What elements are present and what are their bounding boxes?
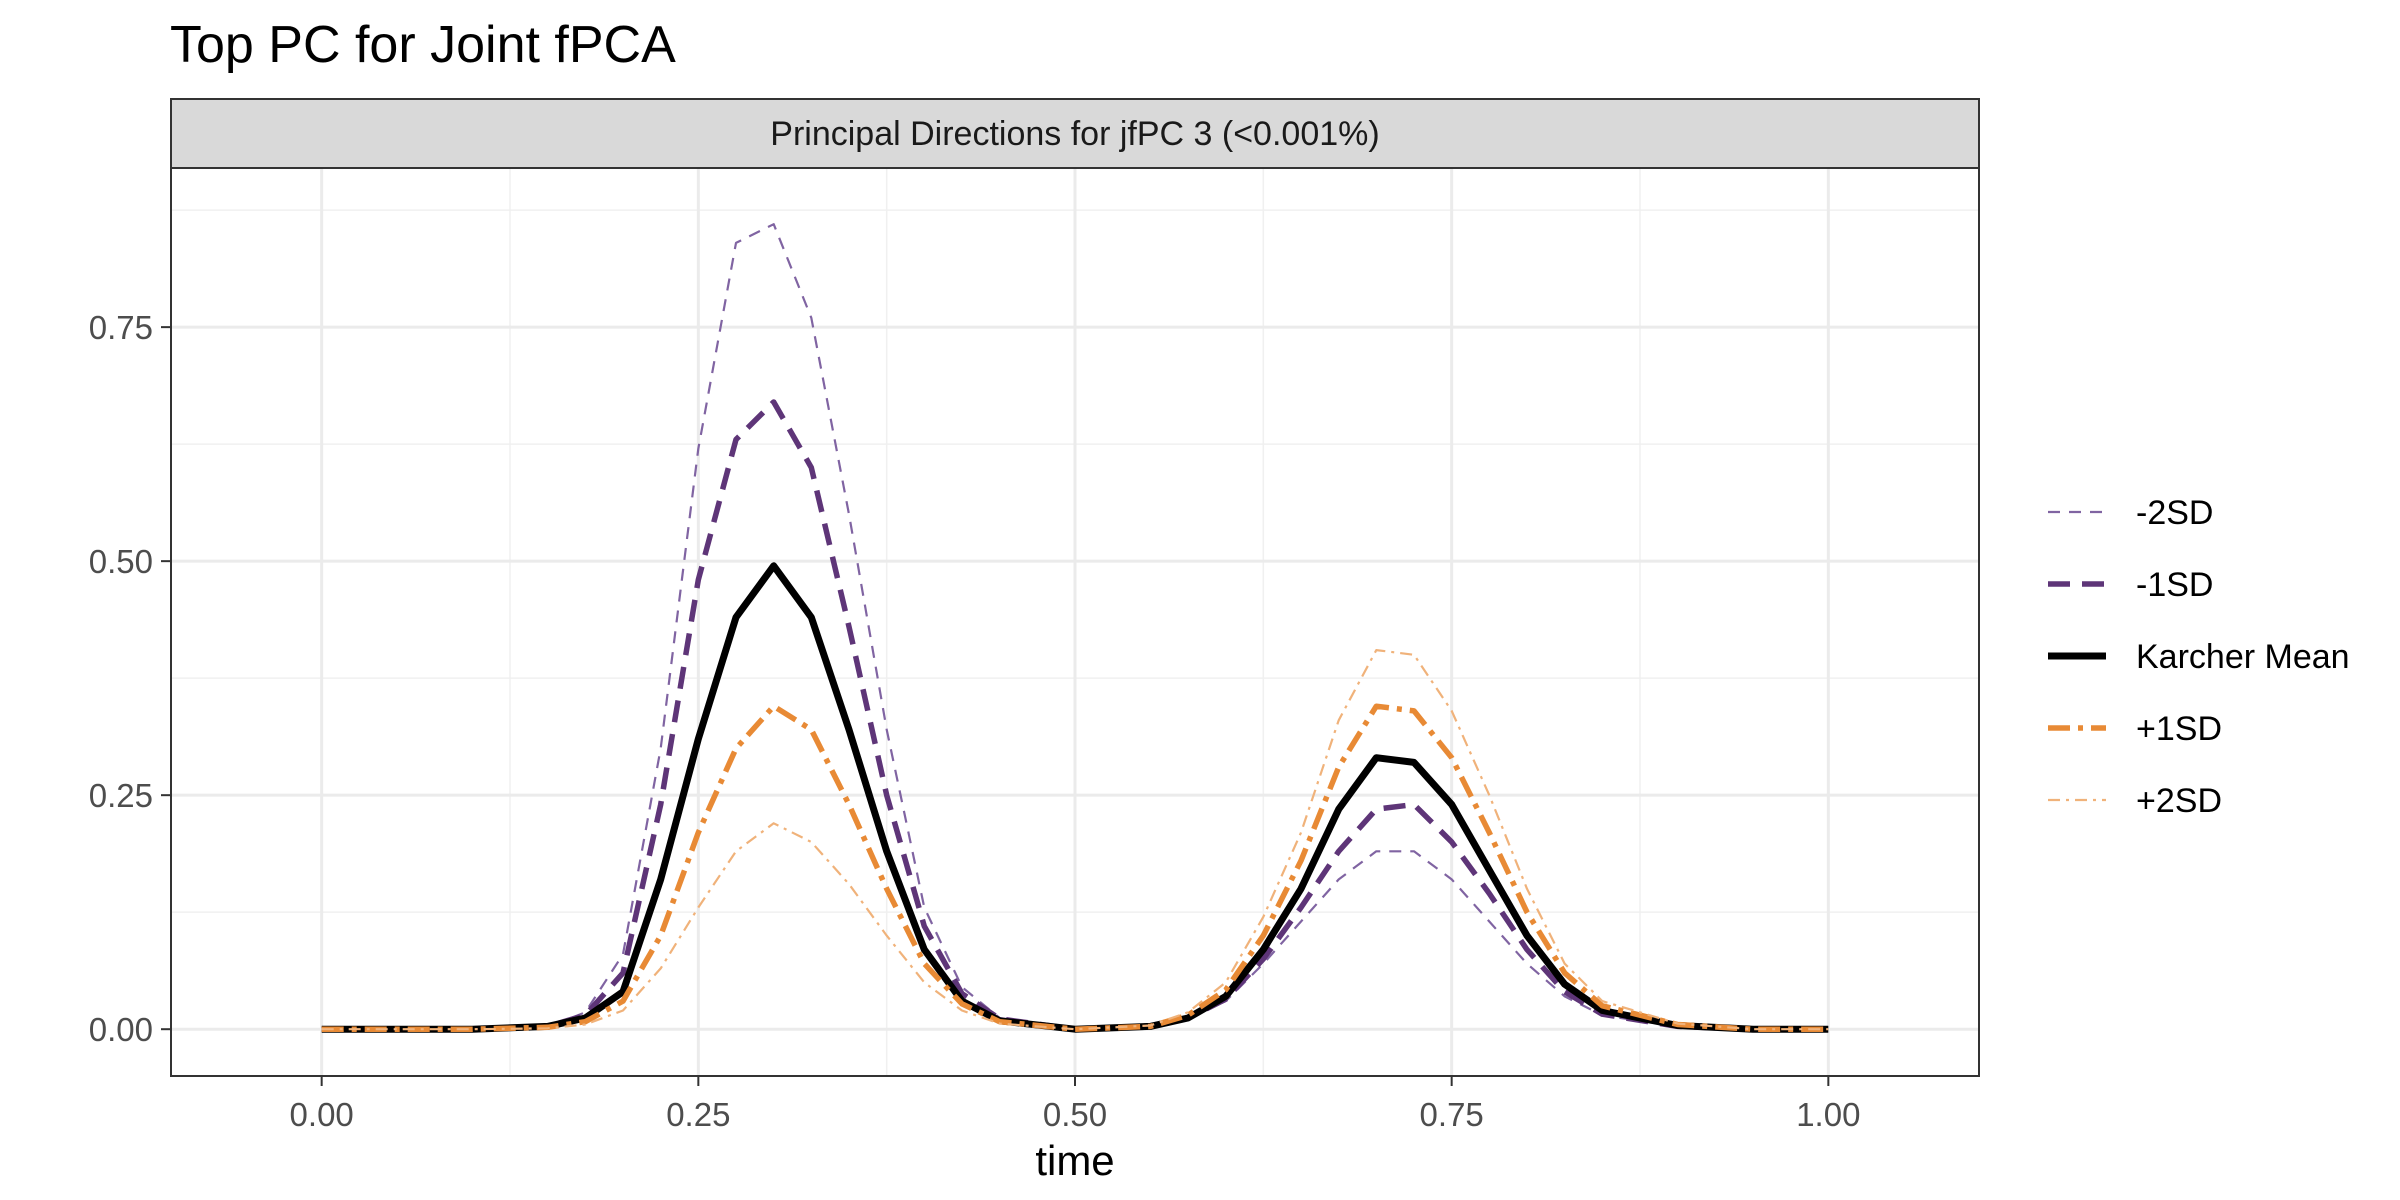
y-tick-label: 0.50 bbox=[89, 543, 153, 580]
x-tick-label: 1.00 bbox=[1796, 1096, 1860, 1133]
x-tick-label: 0.00 bbox=[290, 1096, 354, 1133]
chart-title: Top PC for Joint fPCA bbox=[170, 16, 676, 74]
facet-label: Principal Directions for jfPC 3 (<0.001%… bbox=[770, 115, 1379, 153]
y-tick-label: 0.25 bbox=[89, 777, 153, 814]
grid-lines bbox=[171, 168, 1979, 1076]
series-line-3 bbox=[321, 703, 1829, 1032]
legend-label-1: -1SD bbox=[2136, 566, 2213, 604]
legend: -2SD -1SD Karcher Mean +1SD +2SD bbox=[2048, 494, 2350, 820]
x-tick-label: 0.50 bbox=[1043, 1096, 1107, 1133]
plot-panel: Principal Directions for jfPC 3 (<0.001%… bbox=[170, 98, 1980, 1077]
series-line-2 bbox=[321, 562, 1829, 1033]
y-tick-label: 0.75 bbox=[89, 309, 153, 346]
x-axis: 0.00 0.25 0.50 0.75 1.00 bbox=[290, 1076, 1860, 1133]
series-line-0 bbox=[321, 223, 1829, 1031]
legend-label-2: Karcher Mean bbox=[2136, 638, 2350, 676]
x-axis-title: time bbox=[1035, 1137, 1114, 1184]
series-lines bbox=[321, 223, 1829, 1033]
y-axis: 0.00 0.25 0.50 0.75 bbox=[89, 309, 171, 1048]
facet-strip bbox=[170, 98, 1980, 169]
legend-label-4: +2SD bbox=[2136, 782, 2222, 820]
legend-label-3: +1SD bbox=[2136, 710, 2222, 748]
x-tick-label: 0.75 bbox=[1420, 1096, 1484, 1133]
y-tick-label: 0.00 bbox=[89, 1011, 153, 1048]
legend-label-0: -2SD bbox=[2136, 494, 2213, 532]
x-tick-label: 0.25 bbox=[666, 1096, 730, 1133]
